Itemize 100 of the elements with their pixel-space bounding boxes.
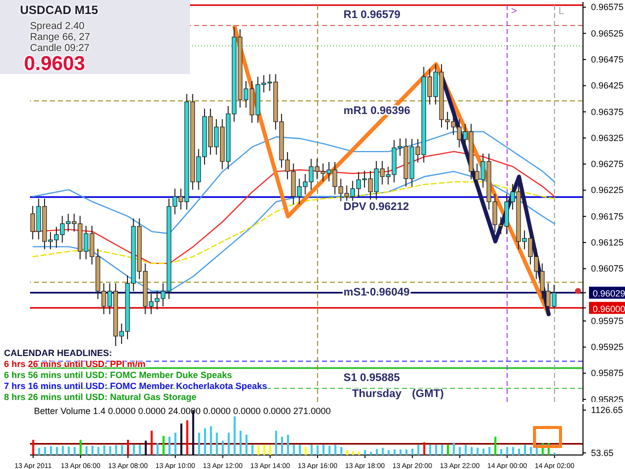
bar <box>109 446 112 455</box>
line-series <box>32 131 556 234</box>
bar <box>198 432 200 455</box>
bar <box>423 442 426 455</box>
bar <box>500 449 502 455</box>
bar <box>91 446 94 455</box>
bar <box>334 444 336 455</box>
bar <box>234 416 236 455</box>
annotation: USDCAD M15 <box>20 3 98 18</box>
bar <box>204 428 206 455</box>
bar <box>180 424 182 455</box>
bar <box>435 444 438 455</box>
ref-line-label: R1 0.96579 <box>344 9 400 22</box>
bar <box>441 444 444 455</box>
y-tick-label: 0.96275 <box>591 159 624 170</box>
bar <box>470 447 473 455</box>
bar <box>86 446 88 455</box>
y-tick-label: 0.95875 <box>591 368 624 378</box>
bar <box>50 446 52 455</box>
bar <box>38 448 40 455</box>
bar <box>458 447 461 455</box>
bar <box>524 444 526 455</box>
bar <box>74 447 76 455</box>
bar <box>138 444 141 455</box>
bar <box>488 447 490 455</box>
bar <box>394 449 396 455</box>
annotation: (GMT) <box>412 388 444 400</box>
bar <box>257 445 260 455</box>
bar <box>340 447 342 455</box>
bar <box>162 436 165 455</box>
annotation: Thursday <box>352 388 402 400</box>
bar <box>400 449 402 455</box>
bar <box>240 430 242 455</box>
bar <box>452 442 455 455</box>
bar <box>417 444 420 455</box>
bar <box>464 444 467 455</box>
bar <box>97 447 100 455</box>
bar <box>286 434 289 455</box>
bar <box>429 444 432 455</box>
ref-line-label: DPV 0.96212 <box>344 201 409 214</box>
y-tick-label: 1126.65 <box>591 405 623 416</box>
bar <box>132 444 135 455</box>
bar <box>506 447 508 455</box>
y-tick-label: 0.96325 <box>591 132 624 143</box>
annotation: CALENDAR HEADLINES: <box>4 348 112 359</box>
annotation: Spread 2.40 <box>30 21 84 32</box>
bar <box>216 432 218 455</box>
y-tick-label: 0.96000 <box>592 304 625 314</box>
y-tick-label: 0.96475 <box>591 54 624 65</box>
bar <box>121 445 124 455</box>
bar <box>358 452 360 455</box>
bar <box>222 440 224 455</box>
annotation: 6 hrs 56 mins until USD: FOMC Member Duke Speaks <box>4 370 232 381</box>
annotation: 8 hrs 26 mins until USD: Natural Gas Storage <box>4 392 197 403</box>
bar <box>150 430 153 455</box>
bar <box>127 440 129 455</box>
bar <box>364 450 366 455</box>
ref-line-label: > <box>511 6 518 17</box>
bar <box>292 444 295 455</box>
y-tick-label: 0.95975 <box>591 316 624 326</box>
y-tick-label: 53.65 <box>591 448 614 458</box>
bar <box>376 449 378 455</box>
bar <box>103 445 106 455</box>
bar <box>494 436 496 455</box>
y-tick-label: 0.96125 <box>591 238 624 248</box>
bar <box>476 448 479 455</box>
bar <box>68 446 70 455</box>
bar <box>530 447 532 455</box>
bar <box>316 445 319 455</box>
bar <box>246 434 248 455</box>
chart-title: Better Volume 1.4 0.0000 0.0000 24.0000 0.0000 0.0000 0.0000 271.0000 <box>34 406 331 416</box>
bar <box>168 436 170 455</box>
bar <box>44 447 46 455</box>
annotation: Range 66, 27 <box>30 32 90 43</box>
bar <box>382 448 384 455</box>
bar <box>518 448 520 455</box>
ref-line-label: L <box>558 6 565 17</box>
y-tick-label: 0.96225 <box>591 185 624 196</box>
bar <box>263 444 266 455</box>
bar <box>210 426 212 455</box>
y-tick-label: 0.96575 <box>591 2 624 12</box>
bar <box>228 432 230 455</box>
bar <box>352 451 354 455</box>
bar <box>62 446 64 455</box>
bar <box>310 444 313 455</box>
bar <box>370 452 372 455</box>
bar <box>174 432 176 455</box>
line-series <box>32 181 556 264</box>
bar <box>156 443 159 455</box>
bar <box>512 447 514 455</box>
y-tick-label: 0.96175 <box>591 211 624 222</box>
bar <box>32 440 34 455</box>
annotation: 0.9603 <box>24 53 86 75</box>
bar <box>115 445 118 455</box>
bar <box>346 450 348 455</box>
bar <box>56 447 58 455</box>
bar <box>144 440 147 455</box>
bar <box>388 450 390 455</box>
bar <box>328 446 330 455</box>
bar <box>275 430 278 455</box>
